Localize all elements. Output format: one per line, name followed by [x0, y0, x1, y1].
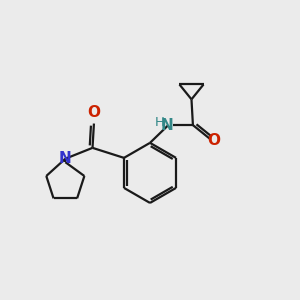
Text: O: O [87, 105, 101, 120]
Text: H: H [155, 116, 165, 129]
Text: O: O [208, 133, 220, 148]
Text: N: N [161, 118, 173, 133]
Text: N: N [59, 151, 72, 166]
